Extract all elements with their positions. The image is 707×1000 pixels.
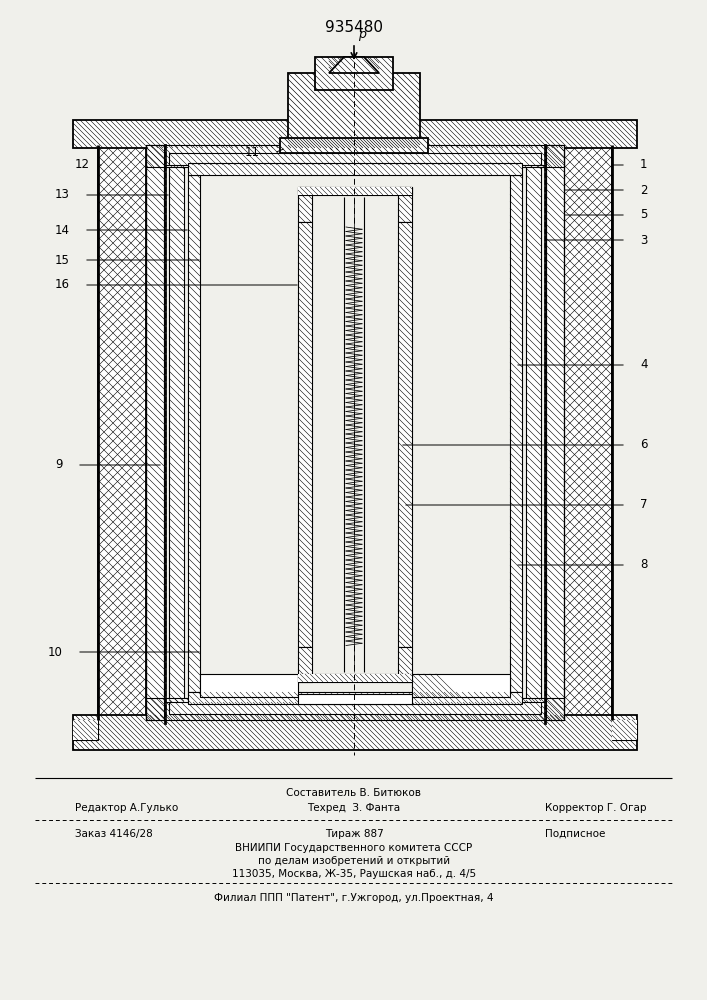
Text: 12: 12: [75, 158, 90, 172]
Bar: [315, 57, 393, 90]
Bar: [298, 187, 312, 222]
Bar: [188, 163, 522, 175]
Bar: [298, 674, 412, 682]
Bar: [280, 138, 428, 153]
Text: 6: 6: [640, 438, 648, 452]
Text: 2: 2: [640, 184, 648, 196]
Bar: [98, 145, 146, 720]
Bar: [510, 175, 522, 692]
Bar: [330, 148, 378, 150]
Bar: [398, 647, 412, 682]
Text: 13: 13: [55, 188, 70, 202]
Bar: [298, 222, 312, 647]
Text: 14: 14: [55, 224, 70, 236]
Bar: [398, 222, 412, 647]
Text: Подписное: Подписное: [545, 829, 605, 839]
Bar: [298, 647, 312, 682]
Bar: [298, 187, 412, 195]
Bar: [298, 674, 412, 682]
Polygon shape: [200, 674, 298, 697]
Bar: [146, 145, 564, 167]
Text: Редактор А.Гулько: Редактор А.Гулько: [75, 803, 178, 813]
Bar: [398, 187, 412, 222]
Text: Заказ 4146/28: Заказ 4146/28: [75, 829, 153, 839]
Bar: [73, 720, 98, 740]
Text: по делам изобретений и открытий: по делам изобретений и открытий: [258, 856, 450, 866]
Bar: [169, 702, 541, 714]
Bar: [298, 187, 412, 195]
Text: 935480: 935480: [325, 20, 383, 35]
Text: Техред  З. Фанта: Техред З. Фанта: [308, 803, 401, 813]
Polygon shape: [412, 674, 510, 697]
Bar: [298, 694, 412, 704]
Text: 10: 10: [48, 646, 63, 658]
Text: 7: 7: [640, 498, 648, 512]
Bar: [169, 165, 184, 702]
Bar: [73, 720, 98, 740]
Text: Составитель В. Битюков: Составитель В. Битюков: [286, 788, 421, 798]
Text: ВНИИПИ Государственного комитета СССР: ВНИИПИ Государственного комитета СССР: [235, 843, 472, 853]
Text: 1: 1: [640, 158, 648, 172]
Bar: [146, 145, 164, 720]
Text: 113035, Москва, Ж-35, Раушская наб., д. 4/5: 113035, Москва, Ж-35, Раушская наб., д. …: [232, 869, 476, 879]
Bar: [73, 715, 637, 750]
Bar: [188, 692, 522, 704]
Bar: [546, 145, 564, 720]
Text: 4: 4: [640, 359, 648, 371]
Bar: [526, 165, 541, 702]
Polygon shape: [329, 57, 379, 73]
Text: Филиал ППП "Патент", г.Ужгород, ул.Проектная, 4: Филиал ППП "Патент", г.Ужгород, ул.Проек…: [214, 893, 493, 903]
Bar: [564, 145, 612, 720]
Bar: [169, 153, 541, 165]
Bar: [188, 175, 200, 692]
Bar: [612, 720, 637, 740]
Text: 3: 3: [640, 233, 648, 246]
Bar: [612, 720, 637, 740]
Bar: [73, 120, 637, 148]
Text: 5: 5: [640, 209, 648, 222]
Text: p: p: [358, 28, 366, 41]
Text: 8: 8: [640, 558, 648, 572]
Text: 16: 16: [55, 278, 70, 292]
Bar: [288, 73, 420, 148]
Bar: [146, 698, 564, 720]
Text: 9: 9: [56, 458, 63, 472]
Text: Тираж 887: Тираж 887: [325, 829, 383, 839]
Text: 11: 11: [245, 146, 260, 159]
Text: 15: 15: [55, 253, 70, 266]
Text: Корректор Г. Огар: Корректор Г. Огар: [545, 803, 646, 813]
